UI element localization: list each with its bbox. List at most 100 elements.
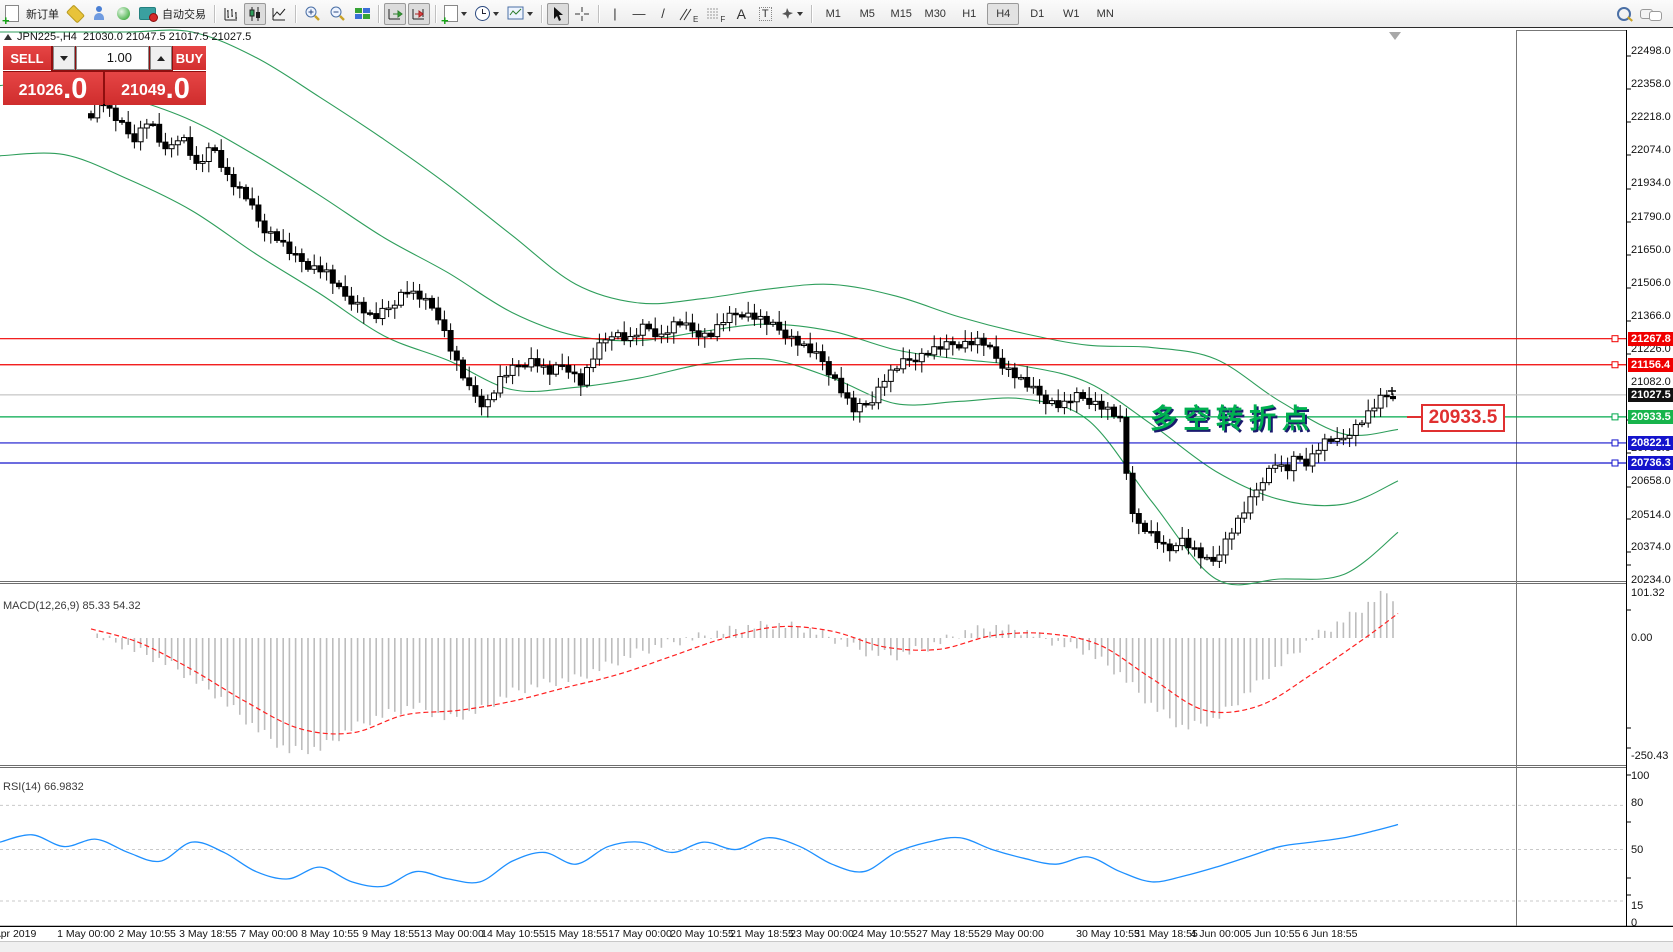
candle — [174, 140, 181, 146]
main-toolbar: + 新订单 自动交易 — [0, 0, 1673, 28]
text-tool-icon: A — [736, 5, 746, 22]
zoom-out-button[interactable] — [326, 3, 349, 25]
candle — [125, 121, 132, 135]
timeframe-h4[interactable]: H4 — [987, 2, 1020, 25]
candle — [1228, 532, 1235, 540]
candle — [522, 364, 528, 368]
trendline-tool[interactable]: / — [652, 3, 674, 25]
candle — [962, 340, 969, 349]
candle — [1284, 464, 1291, 472]
candle — [435, 307, 442, 321]
search-button[interactable] — [1613, 3, 1635, 25]
auto-scroll-icon — [388, 8, 403, 19]
text-tool[interactable]: A — [730, 3, 752, 25]
candle — [441, 319, 448, 332]
timeframe-d1[interactable]: D1 — [1030, 7, 1045, 20]
volume-input[interactable]: 1.00 — [76, 46, 149, 70]
candle — [838, 377, 845, 394]
candle — [187, 137, 194, 156]
collapse-triangle-icon[interactable] — [4, 34, 12, 40]
timeframe-m1[interactable]: M1 — [825, 7, 841, 20]
time-axis-label: 8 May 10:55 — [301, 928, 359, 940]
price-tick-label: 22358.0 — [1631, 78, 1671, 90]
time-axis-label: 4 Jun 00:00 — [1190, 928, 1246, 940]
candle — [1042, 394, 1049, 405]
candle — [404, 291, 411, 295]
tile-windows-button[interactable] — [351, 3, 373, 25]
macd-axis-label: 101.32 — [1631, 587, 1665, 599]
line-chart-button[interactable] — [268, 3, 290, 25]
time-axis-label: 17 May 00:00 — [608, 928, 672, 940]
new-order-button[interactable]: + — [1, 3, 23, 27]
auto-trading-button[interactable] — [136, 3, 159, 25]
timeframe-m15[interactable]: M15 — [890, 7, 912, 20]
candle — [813, 351, 820, 354]
candlestick-chart-button[interactable] — [244, 2, 266, 25]
signal-button[interactable] — [112, 3, 134, 25]
time-axis-label: 5 Jun 10:55 — [1245, 928, 1301, 940]
new-order-icon: + — [2, 5, 19, 27]
fibonacci-tool[interactable]: F — [703, 3, 728, 25]
candle — [230, 173, 237, 188]
candle — [980, 337, 987, 346]
volume-decrease-button[interactable] — [53, 46, 75, 70]
time-axis-label: 23 May 00:00 — [790, 928, 854, 940]
candle — [491, 392, 497, 401]
candle — [1328, 438, 1334, 442]
crayon-button[interactable] — [64, 3, 86, 25]
rsi-axis-label: 50 — [1631, 844, 1644, 856]
buy-button[interactable]: BUY — [173, 46, 206, 71]
buy-price-display[interactable]: 21049.0 — [105, 72, 206, 105]
horizontal-line-tool[interactable]: — — [628, 3, 650, 25]
chat-button[interactable] — [1637, 3, 1665, 25]
zoom-in-button[interactable] — [301, 3, 324, 25]
volume-increase-button[interactable] — [150, 46, 172, 70]
candle — [515, 364, 522, 368]
candle — [1080, 392, 1086, 399]
timeframe-m30[interactable]: M30 — [924, 7, 946, 20]
time-axis[interactable]: 29 Apr 2019 1 May 00:002 May 10:553 May 1… — [0, 927, 1673, 940]
price-tag-label[interactable]: 20933.5 — [1421, 404, 1505, 432]
vertical-line-tool[interactable]: | — [604, 3, 626, 25]
bar-chart-button[interactable] — [220, 3, 242, 25]
text-label-tool[interactable]: T — [754, 3, 776, 25]
time-axis-label: 30 May 10:55 — [1076, 928, 1140, 940]
timeframe-m5[interactable]: M5 — [859, 7, 875, 20]
price-tag-connector — [1407, 416, 1421, 418]
time-axis-label: 14 May 10:55 — [481, 928, 545, 940]
channel-tool[interactable]: E — [676, 3, 701, 25]
timeframe-mn[interactable]: MN — [1096, 7, 1114, 20]
chat-icon-2 — [1649, 10, 1662, 21]
candle — [466, 377, 473, 387]
timeframe-h1[interactable]: H1 — [962, 7, 977, 20]
sell-price-display[interactable]: 21026.0 — [3, 72, 103, 105]
candle — [1278, 464, 1285, 467]
timeframe-w1[interactable]: W1 — [1062, 7, 1080, 20]
separator — [214, 4, 215, 23]
time-axis-label: 27 May 18:55 — [916, 928, 980, 940]
arrows-tool[interactable] — [778, 3, 806, 25]
chart-shift-button[interactable] — [408, 2, 430, 25]
candle — [720, 322, 727, 326]
accounts-button[interactable] — [88, 3, 110, 25]
candle — [540, 365, 547, 368]
crosshair-tool-button[interactable] — [571, 3, 593, 25]
candle — [770, 321, 776, 325]
candle — [416, 290, 423, 300]
chart-shift-marker — [1389, 32, 1401, 40]
auto-trading-label[interactable]: 自动交易 — [162, 8, 206, 21]
templates-button[interactable] — [504, 3, 536, 25]
candle — [292, 253, 299, 256]
auto-scroll-button[interactable] — [384, 2, 406, 25]
indicators-button[interactable]: + — [441, 3, 470, 27]
candle — [1142, 522, 1148, 532]
turning-point-annotation[interactable]: 多空转折点 — [1150, 404, 1315, 434]
new-order-label[interactable]: 新订单 — [26, 8, 59, 21]
periods-button[interactable] — [472, 3, 502, 25]
cursor-tool-button[interactable] — [547, 2, 569, 25]
sell-button[interactable]: SELL — [3, 46, 51, 71]
chart-canvas[interactable] — [0, 28, 1673, 952]
price-box-label: 21027.5 — [1628, 388, 1673, 402]
candle — [218, 150, 225, 168]
candle — [379, 307, 386, 320]
